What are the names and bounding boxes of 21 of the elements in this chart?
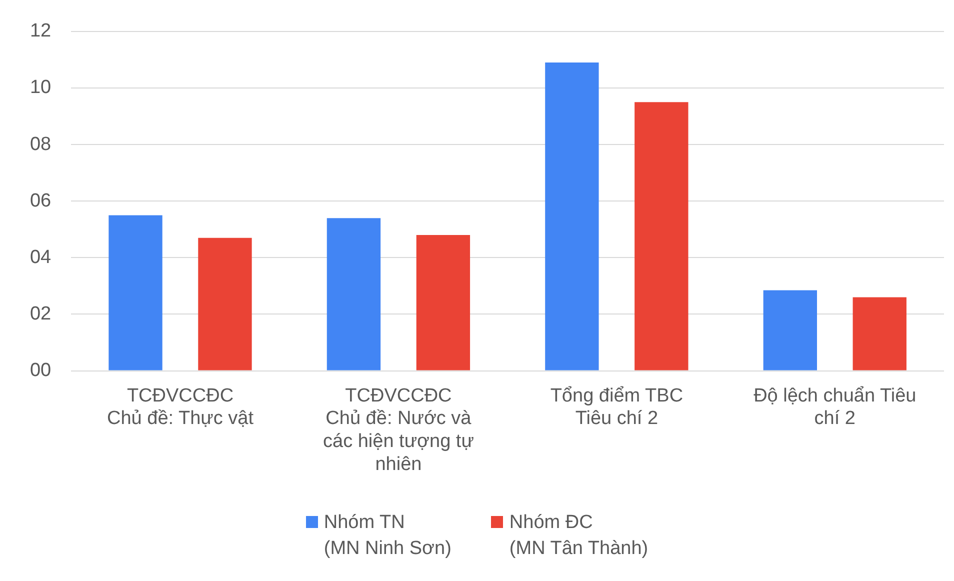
x-tick-label: TCĐVCCĐC Chủ đề: Nước và các hiện tượng tự nhiên [323,385,474,475]
y-tick-label: 00 [30,360,52,382]
y-tick-label: 12 [30,20,52,42]
bar [108,215,162,370]
bar [763,290,817,370]
bar [634,102,688,370]
bar [198,238,252,370]
y-tick-label: 04 [30,246,52,268]
bar [416,235,470,370]
bar [545,62,599,370]
x-tick-label: TCĐVCCĐC Chủ đề: Thực vật [106,385,254,430]
legend-label: Nhóm TN (MN Ninh Sơn) [324,511,452,561]
y-tick-label: 08 [30,134,52,155]
y-tick-label: 02 [30,303,52,324]
bar [852,297,906,370]
bar [326,218,381,370]
legend-label: Nhóm ĐC (MN Tân Thành) [509,511,648,561]
y-tick-label: 06 [30,190,52,212]
y-tick-label: 10 [30,77,52,98]
x-tick-label: Độ lệch chuẩn Tiêu chí 2 [754,385,916,430]
x-tick-label: Tổng điểm TBC Tiêu chí 2 [550,385,684,430]
